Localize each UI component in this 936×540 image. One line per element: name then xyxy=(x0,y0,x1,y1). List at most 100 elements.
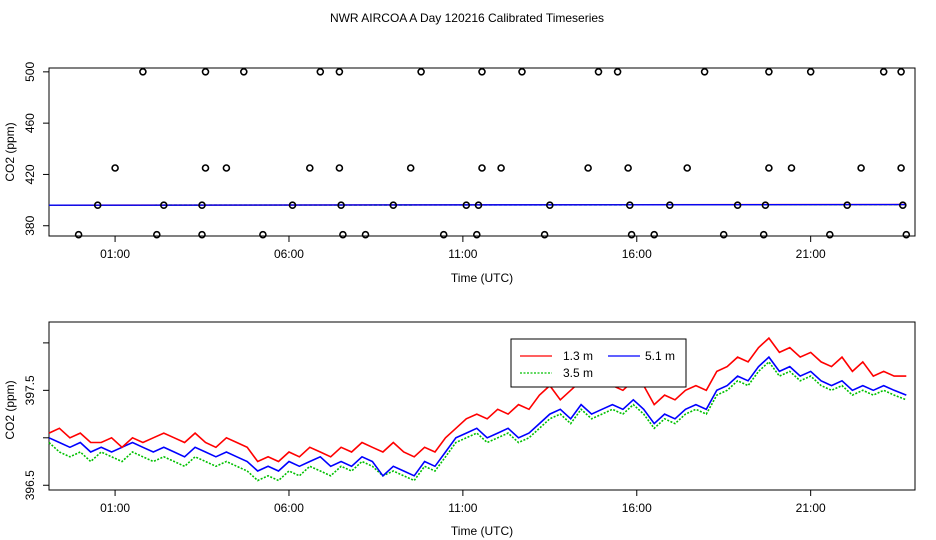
bottom-x-ticks: 01:00 06:00 11:00 16:00 21:00 xyxy=(100,490,826,515)
bottom-x-tick-label: 06:00 xyxy=(274,501,304,515)
top-y-tick-label: 420 xyxy=(23,164,37,184)
scatter-point xyxy=(474,201,483,209)
top-x-tick-label: 11:00 xyxy=(448,247,477,261)
scatter-point xyxy=(650,230,659,239)
scatter-point xyxy=(389,201,398,209)
top-x-ticks: 01:00 06:00 11:00 16:00 21:00 xyxy=(100,236,826,261)
scatter-point xyxy=(339,230,347,239)
scatter-point xyxy=(335,68,344,76)
top-points xyxy=(74,68,911,239)
scatter-point xyxy=(337,201,345,209)
scatter-point xyxy=(198,201,206,209)
top-series-lines xyxy=(48,203,907,206)
legend-label-3-5m: 3.5 m xyxy=(563,366,593,380)
scatter-point xyxy=(733,201,742,209)
scatter-point xyxy=(897,164,905,172)
scatter-point xyxy=(540,230,549,239)
scatter-point xyxy=(201,164,210,172)
scatter-point xyxy=(787,164,796,172)
legend-box xyxy=(510,338,687,388)
series-line-1-3-m xyxy=(48,336,907,463)
scatter-point xyxy=(700,68,709,76)
scatter-point xyxy=(843,201,852,209)
top-x-tick-label: 01:00 xyxy=(100,247,130,261)
chart-title: NWR AIRCOA A Day 120216 Calibrated Times… xyxy=(330,11,604,25)
scatter-point xyxy=(545,201,554,209)
scatter-point xyxy=(201,68,210,76)
scatter-point xyxy=(624,164,632,172)
scatter-point xyxy=(613,68,622,76)
scatter-point xyxy=(478,164,486,172)
scatter-point xyxy=(160,201,168,209)
bottom-y-tick-label: 397.5 xyxy=(23,375,37,405)
scatter-point xyxy=(825,230,834,239)
scatter-point xyxy=(879,68,888,76)
scatter-point xyxy=(153,230,161,239)
scatter-point xyxy=(111,164,119,172)
scatter-point xyxy=(305,164,314,172)
scatter-point xyxy=(761,201,770,209)
top-y-tick-label: 460 xyxy=(23,113,37,133)
series-line-5-1-m xyxy=(48,355,907,477)
scatter-point xyxy=(198,230,206,239)
top-x-tick-label: 06:00 xyxy=(274,247,304,261)
scatter-point xyxy=(765,164,773,172)
scatter-point xyxy=(316,68,325,76)
top-x-tick-label: 21:00 xyxy=(796,247,826,261)
scatter-point xyxy=(472,230,481,239)
scatter-point xyxy=(417,68,425,76)
x-axis-label-top: Time (UTC) xyxy=(451,271,513,285)
top-y-tick-label: 500 xyxy=(23,62,37,82)
scatter-point xyxy=(462,201,471,209)
top-x-tick-label: 16:00 xyxy=(622,247,652,261)
scatter-point xyxy=(806,68,815,76)
panel-bottom: 01:00 06:00 11:00 16:00 21:00 396.5 397.5 Tim… xyxy=(3,321,916,538)
panel-top: 01:00 06:00 11:00 16:00 21:00 380 420 460 500 T… xyxy=(3,62,916,285)
y-axis-label-bottom: CO2 (ppm) xyxy=(3,380,17,439)
legend: 1.3 m 5.1 m 3.5 m xyxy=(510,338,687,388)
scatter-point xyxy=(594,68,603,76)
scatter-point xyxy=(222,164,231,172)
scatter-point xyxy=(584,164,592,172)
scatter-point xyxy=(625,201,634,209)
scatter-point xyxy=(857,164,865,172)
scatter-point xyxy=(139,68,147,76)
scatter-point xyxy=(361,230,370,239)
top-y-ticks: 380 420 460 500 xyxy=(23,62,49,236)
bottom-x-tick-label: 21:00 xyxy=(796,501,826,515)
scatter-point xyxy=(240,68,248,76)
legend-label-1-3m: 1.3 m xyxy=(563,349,593,363)
scatter-point xyxy=(439,230,448,239)
plot-frame-top xyxy=(48,67,916,237)
scatter-point xyxy=(259,230,267,239)
plot-frame-bottom xyxy=(48,321,916,491)
scatter-point xyxy=(902,230,911,239)
bottom-y-ticks: 396.5 397.5 xyxy=(23,342,49,500)
scatter-point xyxy=(335,164,344,172)
scatter-point xyxy=(898,201,907,209)
scatter-point xyxy=(93,201,102,209)
scatter-point xyxy=(683,164,692,172)
bottom-x-tick-label: 11:00 xyxy=(448,501,477,515)
scatter-point xyxy=(478,68,486,76)
scatter-point xyxy=(288,201,297,209)
scatter-point xyxy=(406,164,415,172)
bottom-x-tick-label: 01:00 xyxy=(100,501,130,515)
scatter-point xyxy=(497,164,505,172)
bottom-series-lines xyxy=(48,336,907,482)
scatter-point xyxy=(719,230,728,239)
series-line-3-5-m xyxy=(48,360,907,482)
scatter-point xyxy=(759,230,768,239)
bottom-x-tick-label: 16:00 xyxy=(622,501,652,515)
scatter-point xyxy=(897,68,905,76)
scatter-point xyxy=(74,230,83,239)
legend-label-5-1m: 5.1 m xyxy=(645,349,675,363)
x-axis-label-bottom: Time (UTC) xyxy=(451,524,513,538)
scatter-point xyxy=(665,201,674,209)
bottom-y-tick-label: 396.5 xyxy=(23,470,37,500)
top-y-tick-label: 380 xyxy=(23,215,37,235)
scatter-point xyxy=(765,68,773,76)
scatter-point xyxy=(518,68,526,76)
scatter-point xyxy=(627,230,636,239)
